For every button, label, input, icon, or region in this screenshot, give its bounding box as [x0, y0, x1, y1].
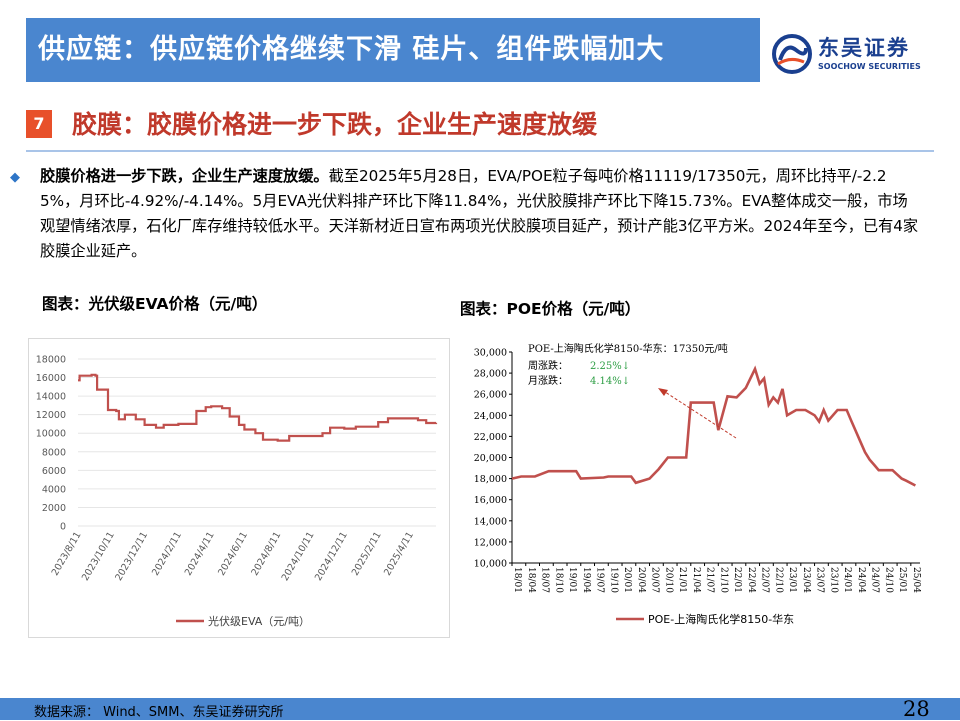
poe-chart-title: 图表：POE价格（元/吨）	[460, 300, 641, 318]
poe-x-tick-label: 21/10	[718, 567, 728, 593]
poe-y-tick-label: 16,000	[474, 495, 507, 506]
poe-x-tick-label: 22/07	[760, 567, 770, 593]
poe-annotation-monthly-value: 4.14%↓	[590, 376, 630, 387]
summary-lead: 胶膜价格进一步下跌，企业生产速度放缓。	[40, 167, 329, 185]
eva-y-tick-label: 6000	[42, 466, 66, 477]
poe-x-tick-label: 18/01	[512, 567, 522, 593]
summary-body: 截至2025年5月28日，EVA/POE粒子每吨价格11119/17350元，周…	[40, 167, 919, 260]
poe-y-tick-label: 30,000	[474, 348, 507, 359]
logo-english-name: SOOCHOW SECURITIES	[818, 62, 921, 71]
poe-annotation-price: POE-上海陶氏化学8150-华东：17350元/吨	[528, 342, 728, 355]
poe-annotation-arrow	[661, 389, 737, 439]
soochow-logo: 东吴证券 SOOCHOW SECURITIES	[772, 32, 932, 78]
poe-x-tick-label: 24/01	[842, 567, 852, 593]
poe-x-tick-label: 21/01	[677, 567, 687, 593]
poe-x-tick-label: 21/07	[705, 567, 715, 593]
eva-y-tick-label: 10000	[36, 429, 66, 440]
poe-y-tick-label: 26,000	[474, 390, 507, 401]
poe-y-tick-label: 10,000	[474, 559, 507, 570]
poe-x-tick-label: 20/04	[636, 567, 646, 593]
poe-x-tick-label: 25/04	[911, 567, 921, 593]
data-source: 数据来源： Wind、SMM、东吴证券研究所	[34, 705, 284, 720]
section-number-badge: 7	[26, 110, 52, 138]
page-number: 28	[903, 697, 930, 721]
diamond-bullet-icon: ◆	[10, 170, 20, 185]
poe-x-tick-label: 22/10	[773, 567, 783, 593]
eva-price-chart: 0 2000 4000 6000 8000 10000 12000 14000 16000 180…	[28, 338, 450, 638]
slide-title: 供应链：供应链价格继续下滑 硅片、组件跌幅加大	[26, 18, 760, 82]
summary-paragraph: 胶膜价格进一步下跌，企业生产速度放缓。截至2025年5月28日，EVA/POE粒…	[40, 164, 920, 264]
poe-x-tick-label: 24/07	[870, 567, 880, 593]
poe-x-tick-label: 24/10	[883, 567, 893, 593]
footer-bar	[0, 698, 960, 720]
poe-x-tick-label: 18/10	[553, 567, 563, 593]
poe-annotation-weekly-value: 2.25%↓	[590, 361, 630, 372]
poe-series-line	[511, 365, 917, 487]
poe-x-tick-label: 20/01	[622, 567, 632, 593]
poe-x-tick-label: 19/10	[608, 567, 618, 593]
eva-y-tick-label: 4000	[42, 484, 66, 495]
eva-y-tick-label: 12000	[36, 410, 66, 421]
poe-x-tick-label: 21/04	[691, 567, 701, 593]
poe-x-tick-label: 18/07	[540, 567, 550, 593]
section-title: 胶膜：胶膜价格进一步下跌，企业生产速度放缓	[72, 110, 598, 139]
poe-x-tick-label: 24/04	[856, 567, 866, 593]
poe-legend-label: POE-上海陶氏化学8150-华东	[648, 612, 794, 626]
eva-y-tick-label: 16000	[36, 373, 66, 384]
poe-x-tick-label: 22/01	[732, 567, 742, 593]
poe-y-tick-label: 24,000	[474, 411, 507, 422]
poe-annotation-weekly-label: 周涨跌：	[528, 359, 568, 372]
poe-x-tick-label: 19/04	[581, 567, 591, 593]
poe-price-chart: 10,000 12,000 14,000 16,000 18,000 20,000 22,0…	[474, 342, 921, 626]
poe-x-tick-label: 23/04	[801, 567, 811, 593]
eva-y-tick-label: 0	[60, 522, 66, 533]
poe-y-tick-label: 12,000	[474, 537, 507, 548]
eva-y-tick-label: 2000	[42, 503, 66, 514]
poe-x-tick-label: 20/07	[650, 567, 660, 593]
eva-legend-label: 光伏级EVA（元/吨）	[208, 614, 310, 628]
poe-x-tick-label: 18/04	[526, 567, 536, 593]
eva-y-tick-label: 18000	[36, 355, 66, 366]
soochow-logo-mark	[772, 34, 812, 74]
poe-annotation-monthly-label: 月涨跌：	[528, 374, 568, 387]
eva-y-tick-label: 8000	[42, 447, 66, 458]
eva-chart-frame	[28, 338, 450, 638]
poe-annotation-arrowhead	[658, 388, 668, 396]
poe-x-tick-label: 23/01	[787, 567, 797, 593]
poe-x-tick-label: 25/01	[897, 567, 907, 593]
poe-y-tick-label: 22,000	[474, 432, 507, 443]
logo-chinese-name: 东吴证券	[818, 36, 910, 60]
poe-x-tick-label: 19/07	[595, 567, 605, 593]
eva-chart-title: 图表：光伏级EVA价格（元/吨）	[42, 295, 268, 313]
eva-y-tick-label: 14000	[36, 392, 66, 403]
poe-x-tick-label: 20/10	[663, 567, 673, 593]
poe-y-tick-label: 18,000	[474, 474, 507, 485]
poe-y-tick-label: 20,000	[474, 453, 507, 464]
poe-x-tick-label: 23/07	[815, 567, 825, 593]
section-divider	[26, 150, 934, 152]
poe-y-tick-label: 28,000	[474, 369, 507, 380]
poe-x-tick-label: 22/04	[746, 567, 756, 593]
poe-x-tick-label: 23/10	[828, 567, 838, 593]
poe-y-tick-label: 14,000	[474, 516, 507, 527]
poe-x-tick-label: 19/01	[567, 567, 577, 593]
eva-series-line	[78, 373, 438, 442]
